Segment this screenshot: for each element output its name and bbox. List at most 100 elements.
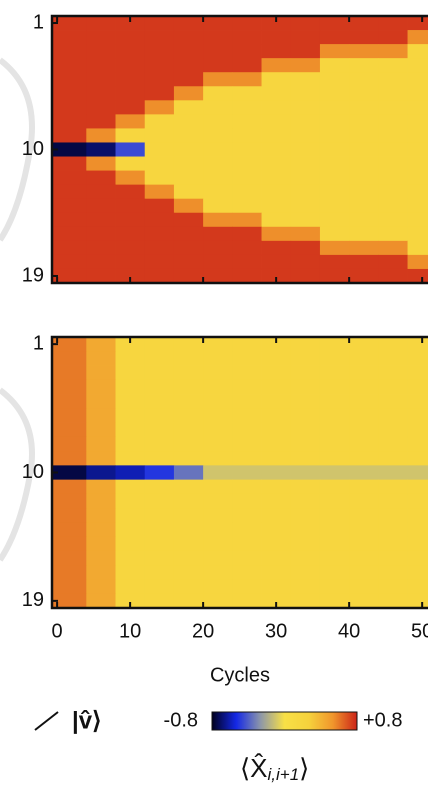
- heatmap-cell: [378, 58, 408, 73]
- heatmap-cell: [203, 58, 233, 73]
- heatmap-cell: [290, 351, 321, 366]
- heatmap-cell: [349, 16, 379, 31]
- heatmap-cell: [203, 550, 233, 566]
- heatmap-cell: [232, 170, 262, 186]
- heatmap-cell: [319, 142, 350, 157]
- heatmap-cell: [52, 593, 87, 609]
- heatmap-cell: [290, 86, 321, 101]
- heatmap-cell: [86, 128, 116, 143]
- heatmap-cell: [173, 522, 204, 538]
- heatmap-cell: [407, 240, 428, 256]
- heatmap-cell: [115, 128, 146, 143]
- heatmap-cell: [144, 365, 175, 381]
- heatmap-cell: [52, 268, 87, 284]
- heatmap-cell: [115, 579, 146, 595]
- heatmap-cell: [115, 422, 146, 438]
- heatmap-cell: [378, 212, 408, 228]
- heatmap-cell: [349, 451, 379, 466]
- heatmap-cell: [319, 86, 350, 101]
- heatmap-cell: [86, 170, 116, 186]
- heatmap-cell: [86, 100, 116, 115]
- heatmap-cell: [407, 30, 428, 45]
- background-decoration: [0, 57, 35, 562]
- heatmap-cell: [232, 114, 262, 129]
- heatmap-cell: [115, 226, 146, 242]
- y-tick-label: 1: [33, 332, 44, 354]
- heatmap-cell: [290, 114, 321, 129]
- heatmap-cell: [319, 156, 350, 171]
- heatmap-cell: [115, 72, 146, 87]
- heatmap-cell: [144, 16, 175, 31]
- heatmap-cell: [407, 351, 428, 366]
- heatmap-cell: [349, 593, 379, 609]
- heatmap-cell: [378, 170, 408, 186]
- heatmap-cell: [349, 142, 379, 157]
- heatmap-cell: [144, 565, 175, 580]
- heatmap-cell: [319, 114, 350, 129]
- heatmap-cell: [232, 536, 262, 552]
- colorbar: [211, 711, 358, 731]
- heatmap-cell: [232, 522, 262, 538]
- heatmap-cell: [319, 394, 350, 409]
- heatmap-cell: [232, 212, 262, 228]
- heatmap-cell: [232, 72, 262, 87]
- heatmap-cell: [115, 394, 146, 409]
- heatmap-cell: [203, 465, 233, 481]
- heatmap-cell: [407, 142, 428, 157]
- heatmap-cell: [378, 142, 408, 157]
- heatmap-cell: [115, 365, 146, 381]
- heatmap-cell: [349, 479, 379, 495]
- heatmap-cell: [378, 184, 408, 200]
- heatmap-cell: [173, 379, 204, 395]
- heatmap-cell: [407, 184, 428, 200]
- heatmap-cell: [52, 86, 87, 101]
- heatmap-cell: [407, 465, 428, 481]
- heatmap-cell: [52, 394, 87, 409]
- heatmap-cell: [290, 408, 321, 423]
- heatmap-cell: [349, 550, 379, 566]
- heatmap-cell: [319, 30, 350, 45]
- heatmap-cell: [290, 465, 321, 481]
- heatmap-cell: [290, 254, 321, 270]
- heatmap-cell: [407, 254, 428, 270]
- heatmap-cell: [115, 170, 146, 186]
- heatmap-cell: [173, 451, 204, 466]
- heatmap-cell: [290, 579, 321, 595]
- heatmap-cell: [290, 593, 321, 609]
- heatmap-cell: [378, 268, 408, 284]
- heatmap-cell: [290, 226, 321, 242]
- heatmap-cell: [407, 86, 428, 101]
- heatmap-cell: [173, 422, 204, 438]
- heatmap-cell: [86, 422, 116, 438]
- y-tick-label: 1: [33, 11, 44, 33]
- heatmap-cell: [115, 30, 146, 45]
- heatmap-cell: [203, 184, 233, 200]
- heatmap-cell: [203, 565, 233, 580]
- x-axis-label: Cycles: [210, 664, 270, 686]
- heatmap-cell: [115, 536, 146, 552]
- heatmap-cell: [407, 408, 428, 423]
- heatmap-cell: [144, 579, 175, 595]
- heatmap-cell: [407, 212, 428, 228]
- heatmap-cell: [290, 379, 321, 395]
- heatmap-cell: [261, 184, 292, 200]
- heatmap-cell: [378, 44, 408, 59]
- heatmap-cell: [115, 254, 146, 270]
- heatmap-cell: [319, 465, 350, 481]
- heatmap-cell: [290, 212, 321, 228]
- heatmap-cell: [232, 30, 262, 45]
- heatmap-cell: [86, 351, 116, 366]
- heatmap-cell: [232, 508, 262, 523]
- heatmap-cell: [52, 565, 87, 580]
- heatmap-cell: [173, 58, 204, 73]
- heatmap-cell: [349, 170, 379, 186]
- heatmap-cell: [203, 268, 233, 284]
- heatmap-cell: [378, 351, 408, 366]
- heatmap-cell: [319, 100, 350, 115]
- heatmap-cell: [203, 44, 233, 59]
- heatmap-cell: [86, 114, 116, 129]
- heatmap-cell: [86, 408, 116, 423]
- heatmap-cell: [52, 536, 87, 552]
- heatmap-cell: [349, 72, 379, 87]
- heatmap-cell: [232, 565, 262, 580]
